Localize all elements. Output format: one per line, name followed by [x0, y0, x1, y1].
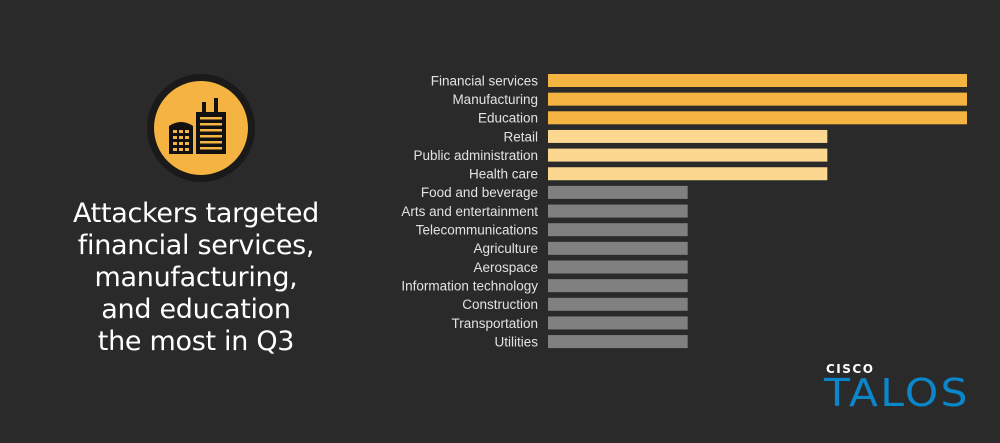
- headline-line: and education: [101, 294, 291, 325]
- category-label: Food and beverage: [421, 185, 538, 200]
- category-label: Financial services: [431, 73, 539, 88]
- category-label: Information technology: [401, 278, 538, 293]
- bar-manufacturing: [548, 92, 967, 106]
- category-label: Manufacturing: [452, 92, 538, 107]
- bar-agriculture: [548, 241, 688, 255]
- logo-cisco-text: CISCO: [826, 362, 875, 376]
- factory-buildings-icon: [147, 74, 255, 182]
- cisco-talos-logo: CISCO TALOS: [824, 362, 974, 418]
- category-label: Education: [478, 111, 538, 126]
- category-label: Aerospace: [473, 260, 538, 275]
- headline: Attackers targeted financial services, m…: [40, 198, 352, 358]
- category-label: Agriculture: [473, 241, 538, 256]
- bar-education: [548, 111, 967, 125]
- category-label: Health care: [469, 167, 538, 182]
- category-label: Construction: [462, 297, 538, 312]
- category-label: Arts and entertainment: [401, 204, 538, 219]
- bar-retail: [548, 129, 828, 143]
- bar-arts-and-entertainment: [548, 204, 688, 218]
- headline-line: financial services,: [77, 230, 315, 261]
- bar-utilities: [548, 335, 688, 349]
- bar-construction: [548, 297, 688, 311]
- bar-information-technology: [548, 279, 688, 293]
- category-label: Utilities: [494, 334, 538, 349]
- bar-public-administration: [548, 148, 828, 162]
- headline-line: the most in Q3: [97, 326, 295, 357]
- bar-transportation: [548, 316, 688, 330]
- bars-layer: [548, 74, 967, 349]
- bar-financial-services: [548, 74, 967, 87]
- bar-food-and-beverage: [548, 185, 688, 199]
- logo-talos-text: TALOS: [824, 371, 970, 415]
- category-label: Transportation: [451, 316, 538, 331]
- headline-line: manufacturing,: [94, 262, 298, 293]
- category-label: Telecommunications: [416, 223, 539, 238]
- bar-aerospace: [548, 260, 688, 274]
- category-label: Public administration: [413, 148, 538, 163]
- category-label: Retail: [503, 129, 538, 144]
- bar-telecommunications: [548, 223, 688, 237]
- category-labels-layer: Financial services Manufacturing Education…: [401, 73, 538, 349]
- headline-line: Attackers targeted: [72, 198, 320, 229]
- bar-health-care: [548, 167, 828, 181]
